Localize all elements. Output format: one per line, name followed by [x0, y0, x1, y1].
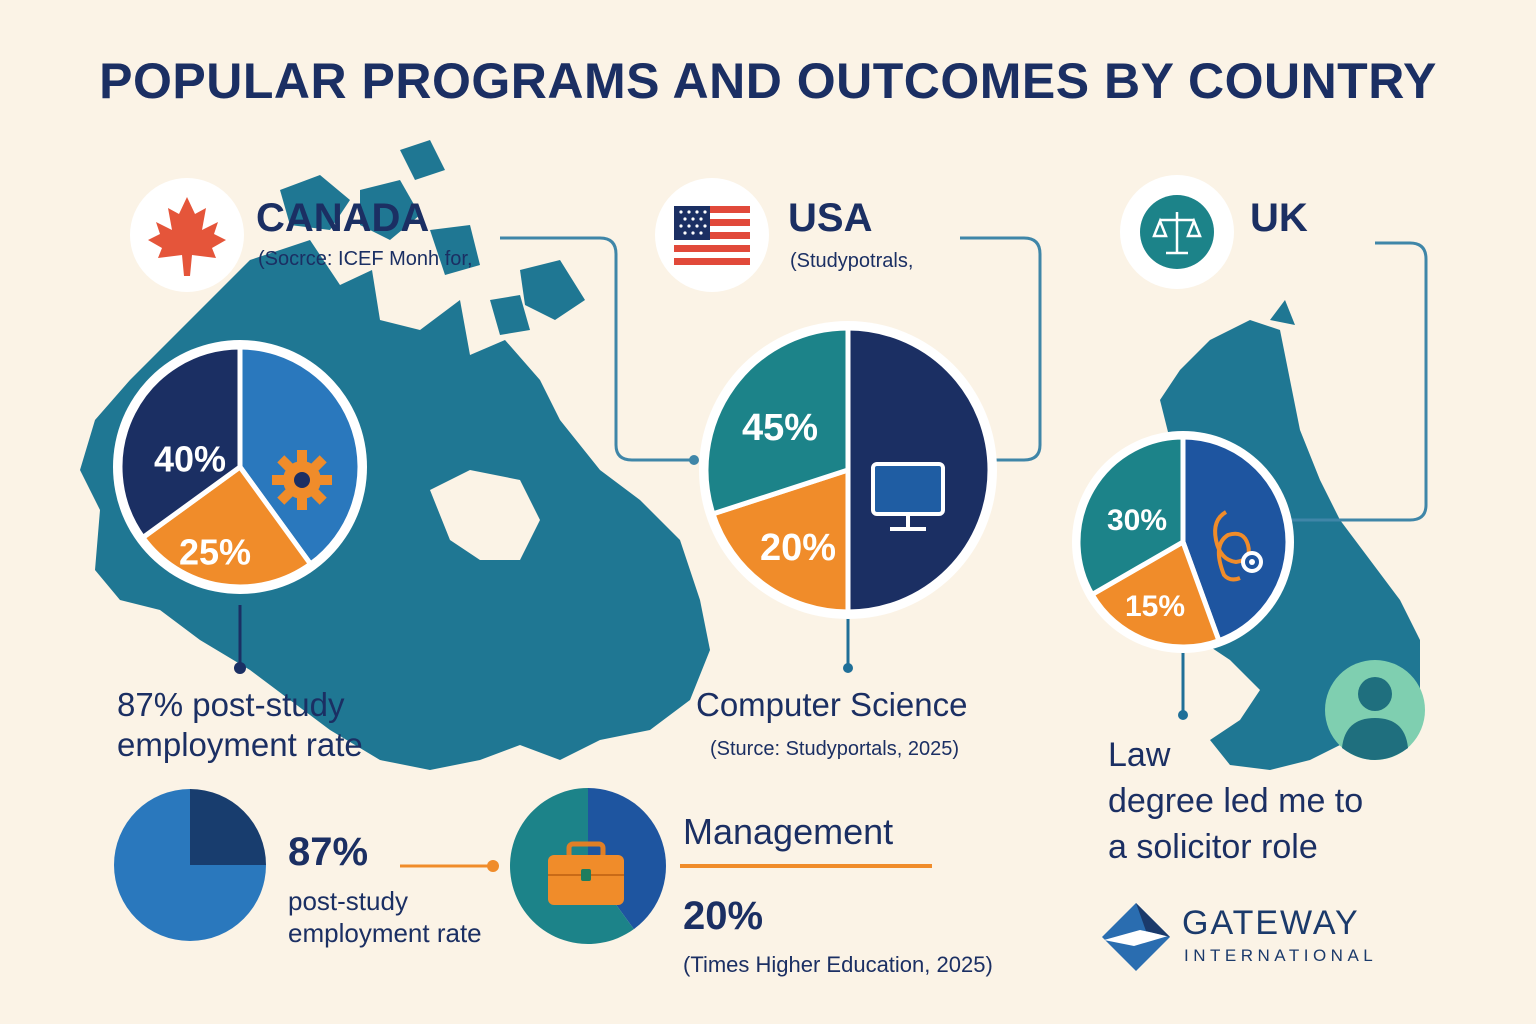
canada-heading: CANADA: [256, 196, 430, 240]
employment-rate-pie-chart: [114, 789, 266, 941]
pie-data-label: 25%: [179, 532, 251, 573]
uk-badge: [1120, 175, 1234, 289]
pie-slice: [114, 789, 266, 941]
canada-outcome: 87% post-study employment rate: [117, 685, 363, 765]
pie-data-label: 15%: [1125, 590, 1185, 623]
pie-slice: [703, 325, 851, 518]
management-source: (Times Higher Education, 2025): [683, 952, 993, 977]
pie-slice: [117, 344, 243, 542]
management-label: Management: [683, 811, 894, 852]
hudson-bay: [430, 470, 540, 560]
pie-data-label: 45%: [742, 407, 818, 449]
avatar-icon: [1325, 660, 1425, 760]
page-title: POPULAR PROGRAMS AND OUTCOMES BY COUNTRY: [99, 53, 1437, 109]
canada-badge: [130, 178, 244, 292]
uk-pie-chart: 15% 30%: [1072, 431, 1294, 653]
usa-source-2: (Sturce: Studyportals, 2025): [710, 738, 960, 760]
brand-name: GATEWAY: [1182, 904, 1360, 942]
gear-icon: [272, 450, 332, 510]
bottom-rate-caption: post-study employment rate: [288, 885, 482, 949]
monitor-icon: [871, 462, 945, 531]
canada-outcome-line2: employment rate: [117, 726, 363, 763]
pie-slice: [588, 788, 666, 930]
uk-quote-line3: a solicitor role: [1108, 828, 1318, 866]
pie-slice: [1180, 434, 1291, 644]
stethoscope-icon: [1213, 510, 1263, 582]
usa-program: Computer Science: [696, 686, 968, 723]
pie-data-label: 40%: [154, 439, 226, 480]
bottom-rate-line2: employment rate: [288, 918, 482, 948]
usa-source: (Studypotrals,: [790, 250, 914, 272]
canada-outcome-line1: 87% post-study: [117, 686, 345, 723]
usa-heading: USA: [788, 196, 873, 240]
briefcase-icon: [548, 841, 624, 905]
usa-badge: [655, 178, 769, 292]
management-value: 20%: [683, 894, 764, 938]
pie-slice: [190, 789, 266, 865]
uk-quote: Law degree led me to a solicitor role: [1108, 732, 1363, 870]
bottom-rate-line1: post-study: [288, 886, 408, 916]
pie-data-label: 20%: [760, 527, 836, 569]
connector-lines: [234, 236, 1428, 872]
canada-pie-chart: 40% 25%: [113, 340, 367, 594]
scales-of-justice-icon: [1152, 212, 1202, 255]
maple-leaf-icon: [148, 197, 226, 276]
us-flag-icon: [674, 206, 750, 268]
pie-slice: [1088, 538, 1223, 650]
uk-heading: UK: [1250, 196, 1308, 240]
uk-quote-line2: degree led me to: [1108, 782, 1364, 820]
pie-data-label: 30%: [1107, 504, 1167, 537]
gateway-logo-icon: [1102, 903, 1170, 971]
uk-quote-line1: Law: [1108, 736, 1171, 774]
usa-pie-chart: 20% 45%: [699, 321, 997, 619]
brand-subtitle: INTERNATIONAL: [1184, 946, 1378, 965]
pie-slice: [139, 463, 315, 590]
canada-source: (Socrce: ICEF Monh for,: [258, 248, 473, 270]
bottom-rate: 87%: [288, 830, 369, 874]
pie-slice: [1075, 434, 1186, 598]
